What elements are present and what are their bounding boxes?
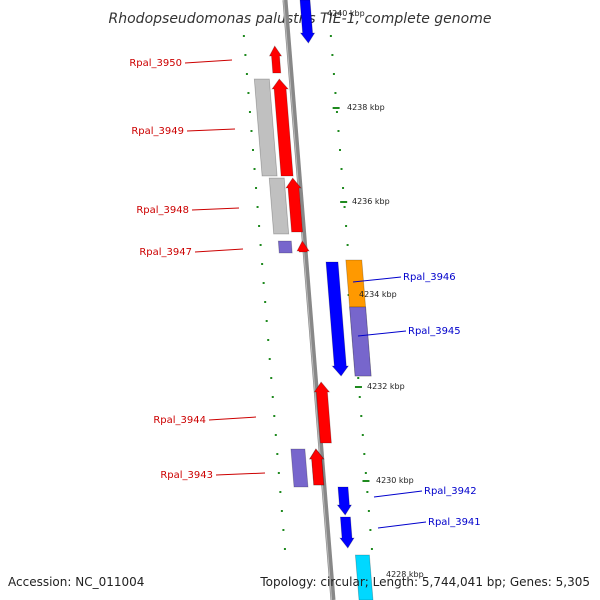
gene-arrow[interactable]: [325, 261, 350, 377]
label-leader: [215, 472, 266, 476]
gene-arrow[interactable]: [308, 448, 325, 486]
accession-text: Accession: NC_011004: [8, 575, 144, 589]
gene-label[interactable]: Rpal_3945: [408, 326, 461, 337]
gene-arrow[interactable]: [345, 259, 367, 308]
inner-tick-track: [242, 35, 286, 550]
gene-arrow[interactable]: [296, 240, 310, 253]
gene-arrow[interactable]: [277, 240, 293, 254]
gene-label[interactable]: Rpal_3944: [153, 415, 206, 426]
right-gene-labels: Rpal_3946 Rpal_3945 Rpal_3942 Rpal_3941: [352, 272, 481, 529]
label-leader: [208, 416, 257, 421]
gene-arrow[interactable]: [299, 0, 316, 44]
position-label: 4230 kbp: [376, 476, 414, 485]
position-label: 4236 kbp: [352, 197, 390, 206]
gene-label[interactable]: Rpal_3950: [129, 58, 182, 69]
position-labels: 4240 kbp 4238 kbp 4236 kbp 4234 kbp 4232…: [327, 9, 424, 579]
gene-track: [253, 0, 374, 600]
gene-arrow[interactable]: [354, 554, 374, 600]
gene-label[interactable]: Rpal_3948: [136, 205, 189, 216]
gene-arrow[interactable]: [253, 78, 278, 177]
gene-label[interactable]: Rpal_3946: [403, 272, 456, 283]
position-label: 4228 kbp: [386, 570, 424, 579]
left-gene-labels: Rpal_3950 Rpal_3949 Rpal_3948 Rpal_3947 …: [129, 58, 266, 481]
gene-arrow[interactable]: [313, 381, 332, 444]
map-title: Rhodopseudomonas palustris TIE-1, comple…: [109, 11, 492, 27]
position-label: 4240 kbp: [327, 9, 365, 18]
label-leader: [352, 276, 402, 283]
genome-backbone: [282, 0, 336, 600]
gene-arrow[interactable]: [271, 78, 294, 177]
gene-label[interactable]: Rpal_3941: [428, 517, 481, 528]
position-label: 4238 kbp: [347, 103, 385, 112]
label-leader: [184, 59, 233, 64]
label-leader: [186, 128, 236, 132]
label-leader: [191, 207, 240, 211]
label-leader: [357, 330, 407, 337]
gene-arrow[interactable]: [349, 306, 372, 377]
gene-arrow[interactable]: [268, 45, 283, 74]
gene-arrow[interactable]: [268, 177, 290, 235]
gene-label[interactable]: Rpal_3947: [139, 247, 192, 258]
gene-label[interactable]: Rpal_3943: [160, 470, 213, 481]
label-leader: [194, 248, 244, 253]
gene-arrow[interactable]: [290, 448, 309, 488]
gene-label[interactable]: Rpal_3949: [131, 126, 184, 137]
topology-text: Topology: circular; Length: 5,744,041 bp…: [259, 575, 590, 589]
label-leader: [373, 490, 423, 498]
gene-arrow[interactable]: [339, 516, 355, 549]
backbone-highlight: [283, 0, 333, 600]
gene-label[interactable]: Rpal_3942: [424, 486, 477, 497]
label-leader: [377, 521, 427, 529]
position-label: 4234 kbp: [359, 290, 397, 299]
gene-arrow[interactable]: [336, 486, 353, 516]
position-label: 4232 kbp: [367, 382, 405, 391]
gene-arrow[interactable]: [285, 177, 304, 233]
